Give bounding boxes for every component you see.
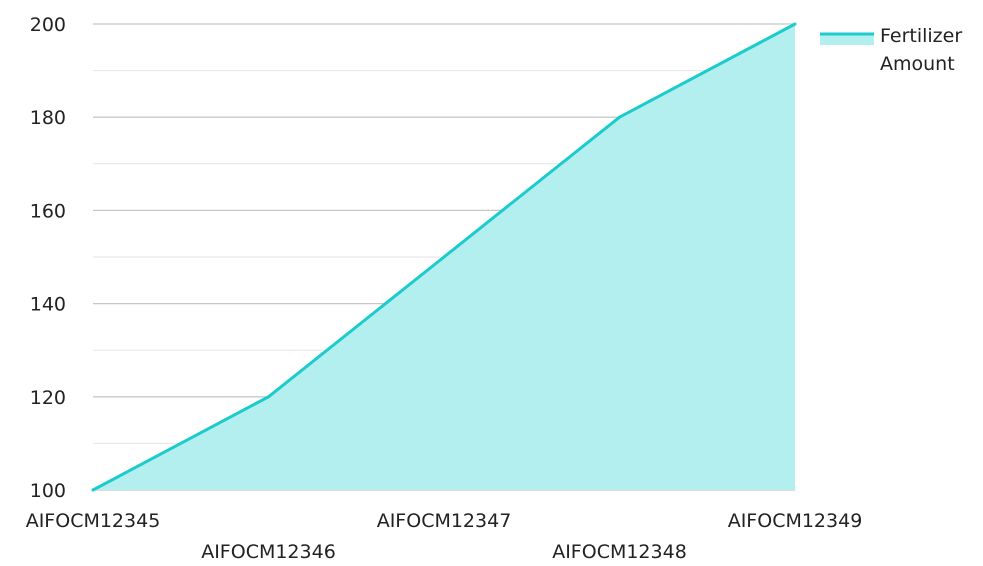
y-tick-label: 100 (30, 480, 66, 502)
y-tick-label: 180 (30, 107, 66, 129)
legend-label-line-1: Fertilizer (880, 25, 962, 47)
y-tick-label: 120 (30, 387, 66, 409)
data-point-AIFOCM12346 (267, 395, 270, 399)
data-point-AIFOCM12345 (91, 488, 95, 492)
y-tick-label: 140 (30, 294, 66, 316)
legend-swatch-fill (820, 33, 874, 45)
x-axis: AIFOCM12345 AIFOCM12346 AIFOCM12347 AIFOCM1… (26, 510, 863, 563)
y-tick-label: 200 (30, 14, 66, 36)
legend-label: Fertilizer Amount (880, 25, 968, 75)
legend: Fertilizer Amount (820, 25, 968, 75)
data-point-AIFOCM12348 (618, 115, 621, 119)
data-point-AIFOCM12347 (442, 255, 446, 259)
x-tick-label: AIFOCM12345 (26, 510, 161, 532)
series-line (91, 22, 797, 492)
x-tick-label: AIFOCM12348 (552, 541, 687, 562)
legend-label-line-2: Amount (880, 53, 955, 75)
y-axis: 100 120 140 160 180 200 (30, 14, 66, 502)
y-tick-label: 160 (30, 200, 66, 222)
x-tick-label: AIFOCM12346 (201, 541, 336, 562)
x-tick-label: AIFOCM12347 (377, 510, 512, 532)
x-tick-label: AIFOCM12349 (728, 510, 863, 532)
data-point-AIFOCM12349 (793, 22, 797, 26)
